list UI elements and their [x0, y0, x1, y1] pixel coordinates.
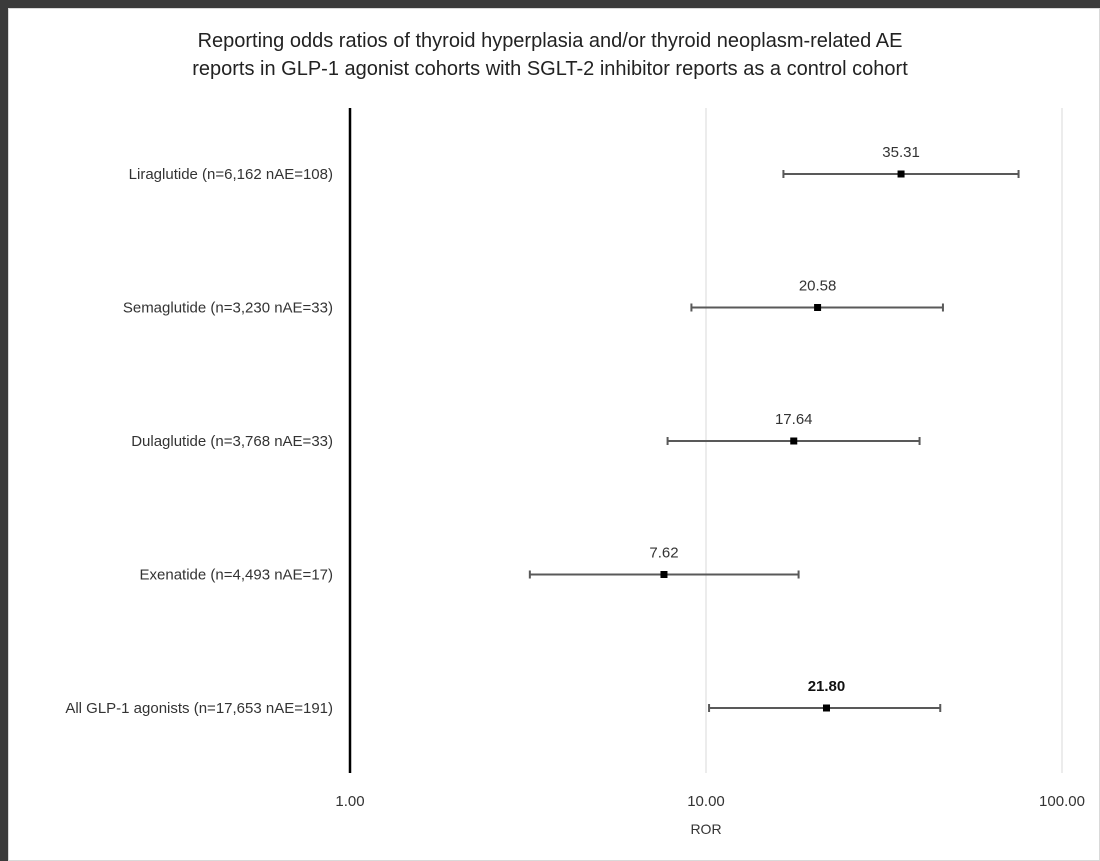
- value-label-0: 35.31: [882, 144, 920, 161]
- estimate-point-0: [897, 170, 905, 178]
- category-label-1: Semaglutide (n=3,230 nAE=33): [123, 300, 333, 317]
- estimate-point-3: [660, 571, 668, 578]
- estimate-point-2: [790, 437, 798, 445]
- estimate-point-4: [822, 704, 830, 712]
- value-label-1: 20.58: [799, 278, 837, 295]
- x-tick-label-0: 1.00: [335, 793, 364, 810]
- category-label-3: Exenatide (n=4,493 nAE=17): [140, 567, 333, 584]
- category-label-4: All GLP-1 agonists (n=17,653 nAE=191): [65, 700, 333, 717]
- value-label-3: 7.62: [649, 545, 678, 562]
- x-tick-label-1: 10.00: [687, 793, 725, 810]
- category-label-2: Dulaglutide (n=3,768 nAE=33): [131, 433, 333, 450]
- value-label-4: 21.80: [808, 678, 846, 695]
- chart-title-line-2: reports in GLP-1 agonist cohorts with SG…: [192, 58, 908, 80]
- x-tick-label-2: 100.00: [1039, 793, 1085, 810]
- chart-area: [8, 8, 1100, 861]
- x-axis-title: ROR: [690, 821, 721, 837]
- category-label-0: Liraglutide (n=6,162 nAE=108): [129, 166, 333, 183]
- chart-title-line-1: Reporting odds ratios of thyroid hyperpl…: [197, 30, 903, 52]
- value-label-2: 17.64: [775, 411, 813, 428]
- estimate-point-1: [814, 304, 822, 311]
